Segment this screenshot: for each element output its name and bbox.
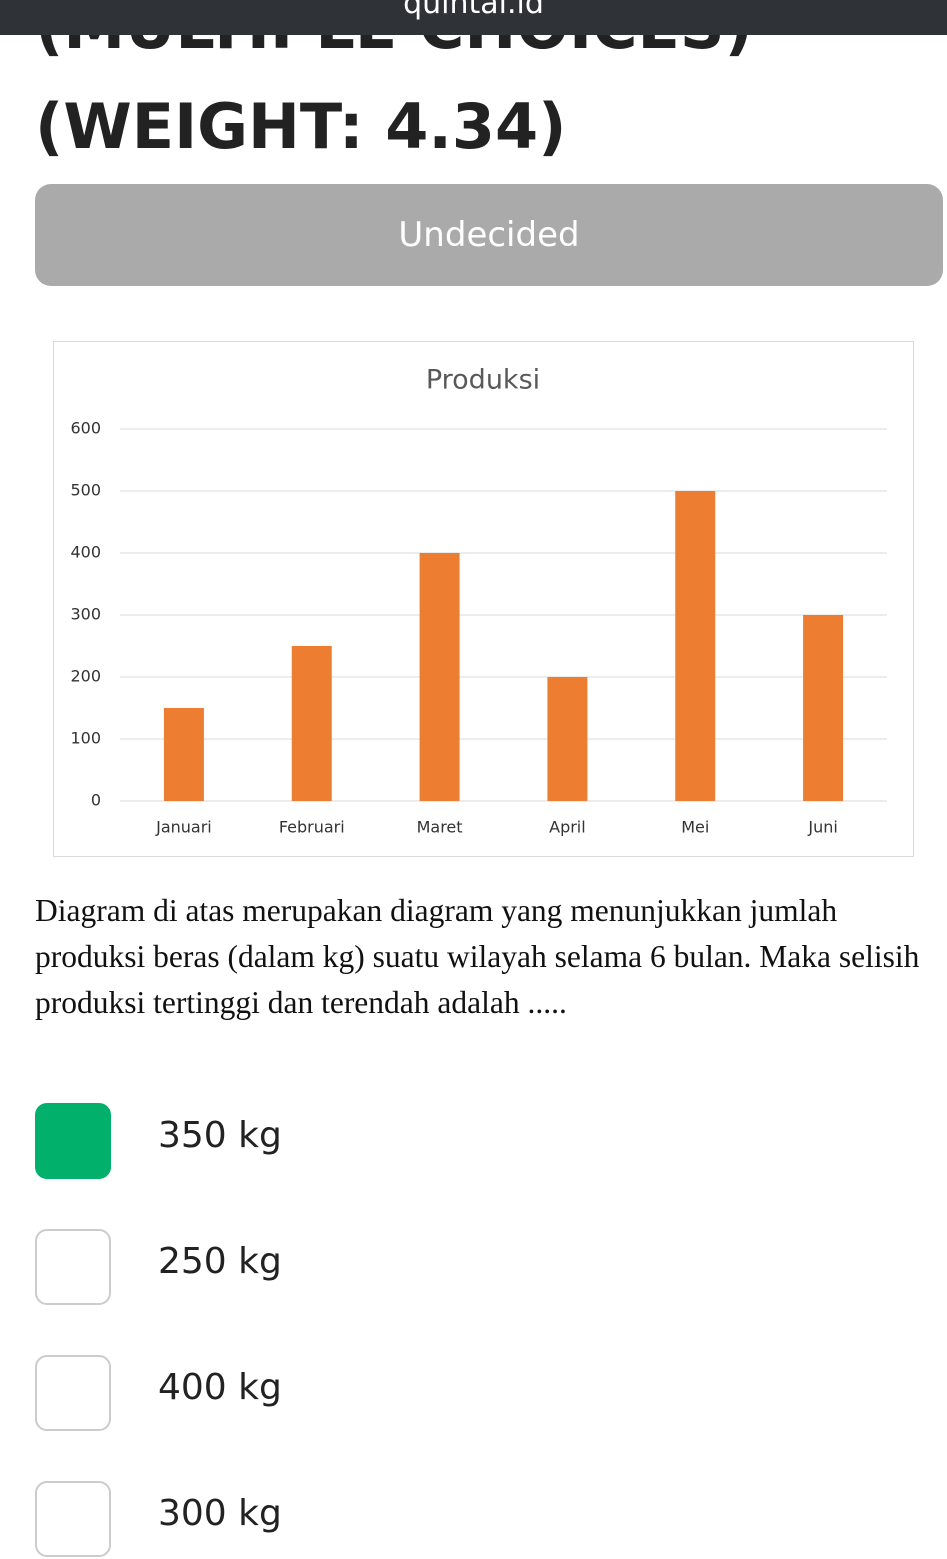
y-tick-label: 0	[91, 791, 101, 810]
site-name: quintal.id	[403, 0, 544, 21]
option-checkbox[interactable]	[35, 1229, 111, 1305]
x-tick-label: April	[549, 818, 586, 837]
bar	[419, 553, 460, 801]
option[interactable]: 300 kg	[35, 1481, 915, 1559]
y-tick-label: 300	[70, 605, 101, 624]
chart: Produksi 0 100 200 300 400 500 600 Januari Febru…	[53, 341, 914, 857]
bar	[291, 646, 332, 801]
x-tick-label: Juni	[807, 818, 837, 837]
option[interactable]: 350 kg	[35, 1103, 915, 1181]
bar	[547, 677, 588, 801]
question: Diagram di atas merupakan diagram yang m…	[35, 893, 920, 1020]
bar	[675, 491, 716, 801]
y-tick-label: 600	[70, 419, 101, 438]
x-tick-label: Maret	[417, 818, 463, 837]
option-label[interactable]: 350 kg	[158, 1115, 282, 1156]
y-tick-label: 400	[70, 543, 101, 562]
option-label[interactable]: 400 kg	[158, 1367, 282, 1408]
y-tick-label: 200	[70, 667, 101, 686]
x-tick-label: Mei	[681, 818, 709, 837]
bar	[163, 708, 204, 801]
status-button[interactable]: Undecided	[35, 184, 943, 286]
option[interactable]: 400 kg	[35, 1355, 915, 1433]
y-tick-label: 500	[70, 481, 101, 500]
chart-title: Produksi	[426, 365, 540, 396]
option-checkbox[interactable]	[35, 1481, 111, 1557]
top-bar: quintal.id	[0, 0, 947, 35]
x-tick-label: Februari	[279, 818, 345, 837]
option-label[interactable]: 250 kg	[158, 1241, 282, 1282]
option-checkbox[interactable]	[35, 1355, 111, 1431]
option-checkbox[interactable]	[35, 1103, 111, 1179]
option[interactable]: 250 kg	[35, 1229, 915, 1307]
x-tick-label: Januari	[155, 818, 212, 837]
bar	[803, 615, 844, 801]
option-label[interactable]: 300 kg	[158, 1493, 282, 1534]
weight: (WEIGHT: 4.34)	[35, 90, 567, 163]
y-tick-label: 100	[70, 729, 101, 748]
